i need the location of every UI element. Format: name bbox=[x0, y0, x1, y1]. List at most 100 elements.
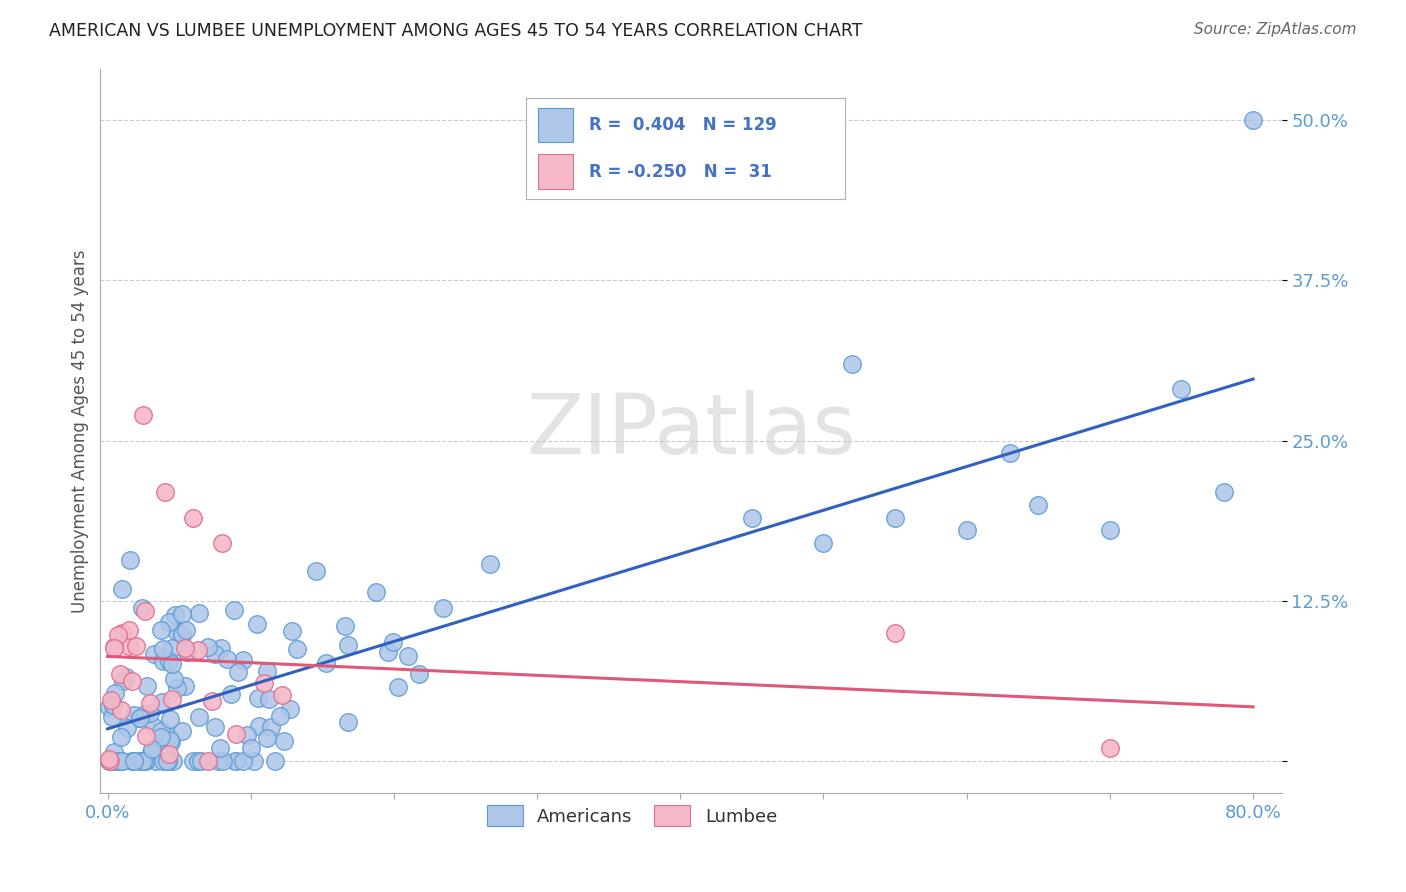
Point bbox=[1026, 498, 1049, 512]
Point bbox=[110, 703, 132, 717]
Point bbox=[156, 729, 179, 743]
Point bbox=[103, 745, 125, 759]
Point bbox=[183, 510, 205, 524]
Point bbox=[211, 641, 233, 656]
Point bbox=[159, 735, 181, 749]
Point bbox=[103, 698, 125, 712]
Point bbox=[135, 729, 157, 743]
Point bbox=[150, 694, 173, 708]
Point bbox=[152, 754, 174, 768]
Point bbox=[100, 710, 122, 724]
Point bbox=[1098, 741, 1121, 756]
Point bbox=[124, 754, 146, 768]
Point bbox=[103, 640, 125, 655]
Point bbox=[103, 640, 125, 655]
Point bbox=[141, 742, 163, 756]
Point bbox=[273, 734, 295, 748]
Point bbox=[157, 615, 180, 630]
Point bbox=[741, 510, 763, 524]
Point bbox=[104, 754, 127, 768]
Point bbox=[132, 408, 155, 422]
Point bbox=[174, 624, 197, 638]
Point bbox=[117, 721, 139, 735]
Point bbox=[226, 665, 249, 679]
Point bbox=[125, 639, 148, 653]
Point bbox=[128, 754, 150, 768]
Point bbox=[188, 710, 211, 724]
Point bbox=[128, 711, 150, 725]
Point bbox=[1098, 524, 1121, 538]
Point bbox=[257, 692, 280, 706]
Point bbox=[170, 607, 193, 621]
Point bbox=[173, 640, 195, 655]
Point bbox=[211, 536, 233, 550]
Point bbox=[204, 720, 226, 734]
Point bbox=[162, 754, 184, 768]
Text: ZIPatlas: ZIPatlas bbox=[526, 391, 856, 472]
Point bbox=[377, 645, 399, 659]
Point bbox=[197, 640, 219, 655]
Point bbox=[111, 626, 134, 640]
Point bbox=[225, 727, 247, 741]
Text: Source: ZipAtlas.com: Source: ZipAtlas.com bbox=[1194, 22, 1357, 37]
Point bbox=[131, 601, 153, 615]
Point bbox=[157, 653, 180, 667]
Point bbox=[142, 720, 165, 734]
Point bbox=[315, 656, 337, 670]
Point bbox=[884, 626, 907, 640]
Point bbox=[97, 751, 120, 765]
Point bbox=[247, 718, 270, 732]
Point bbox=[260, 720, 283, 734]
Point bbox=[333, 619, 356, 633]
Point bbox=[243, 754, 266, 768]
Point bbox=[232, 653, 254, 667]
Point bbox=[159, 732, 181, 747]
Point bbox=[221, 687, 243, 701]
Point bbox=[1241, 112, 1264, 127]
Point bbox=[104, 686, 127, 700]
Point bbox=[156, 754, 179, 768]
Point bbox=[101, 698, 124, 713]
Point bbox=[264, 754, 287, 768]
Point bbox=[232, 754, 254, 768]
Point bbox=[170, 723, 193, 738]
Point bbox=[364, 585, 387, 599]
Point bbox=[269, 709, 291, 723]
Point bbox=[145, 754, 167, 768]
Point bbox=[153, 484, 176, 499]
Point bbox=[132, 754, 155, 768]
Point bbox=[162, 657, 184, 671]
Point bbox=[813, 536, 835, 550]
Point bbox=[150, 730, 173, 744]
Point bbox=[337, 639, 360, 653]
Point bbox=[166, 624, 188, 639]
Point bbox=[1170, 382, 1192, 396]
Point bbox=[98, 754, 121, 768]
Point bbox=[197, 754, 219, 768]
Point bbox=[138, 706, 160, 721]
Point bbox=[204, 647, 226, 661]
Point bbox=[111, 754, 134, 768]
Point bbox=[224, 603, 246, 617]
Y-axis label: Unemployment Among Ages 45 to 54 years: Unemployment Among Ages 45 to 54 years bbox=[72, 249, 89, 613]
Point bbox=[159, 713, 181, 727]
Point bbox=[956, 524, 979, 538]
Point bbox=[246, 617, 269, 632]
Point bbox=[271, 688, 294, 702]
Point bbox=[105, 754, 128, 768]
Point bbox=[190, 754, 212, 768]
Point bbox=[256, 731, 278, 746]
Point bbox=[110, 754, 132, 768]
Point bbox=[107, 628, 129, 642]
Point bbox=[381, 635, 404, 649]
Point bbox=[143, 647, 166, 661]
Point bbox=[110, 730, 132, 744]
Point bbox=[176, 645, 198, 659]
Point bbox=[1213, 484, 1236, 499]
Point bbox=[215, 652, 238, 666]
Point bbox=[149, 623, 172, 637]
Point bbox=[998, 446, 1021, 460]
Point bbox=[170, 627, 193, 641]
Point bbox=[139, 696, 162, 710]
Point bbox=[224, 754, 246, 768]
